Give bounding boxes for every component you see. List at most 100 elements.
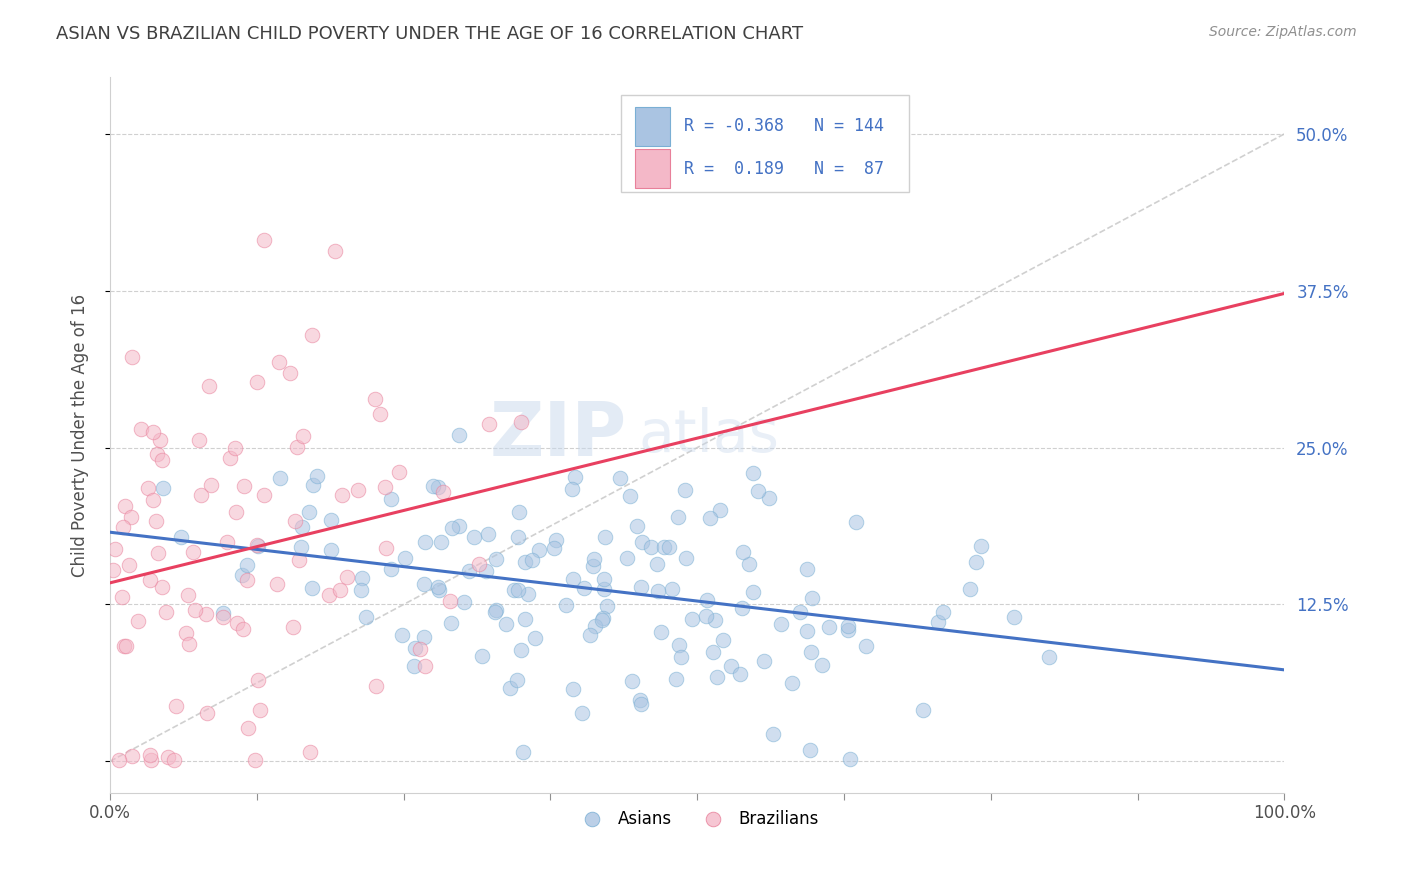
Asians [356,610,378,624]
Brazilians [112,639,135,653]
Brazilians [284,514,307,528]
Asians [969,539,991,553]
Brazilians [374,479,396,493]
Brazilians [146,447,169,461]
Asians [427,480,450,494]
Asians [731,545,754,559]
Asians [471,648,494,663]
Asians [661,582,683,596]
Brazilians [374,541,396,555]
Asians [506,582,529,597]
Brazilians [177,588,200,602]
Asians [837,619,859,633]
Asians [495,616,517,631]
Asians [422,479,444,493]
Asians [699,511,721,525]
Brazilians [253,488,276,502]
Brazilians [152,580,174,594]
Brazilians [224,441,246,455]
Asians [350,571,373,585]
Asians [595,599,617,613]
Asians [675,550,697,565]
Asians [658,540,681,554]
Brazilians [330,488,353,502]
Text: R = -0.368   N = 144: R = -0.368 N = 144 [685,117,884,136]
Asians [592,610,614,624]
Brazilians [200,477,222,491]
Asians [291,520,314,534]
Asians [720,659,742,673]
Asians [593,572,616,586]
Brazilians [278,366,301,380]
Asians [811,657,834,672]
Brazilians [368,408,391,422]
Asians [449,519,471,533]
Asians [647,557,669,571]
Brazilians [288,553,311,567]
Asians [447,428,470,442]
Brazilians [174,626,197,640]
Asians [582,551,605,566]
Asians [427,583,450,598]
Asians [522,552,544,566]
Asians [845,515,868,529]
Brazilians [114,499,136,513]
Asians [485,602,508,616]
Asians [640,540,662,554]
Brazilians [127,614,149,628]
Asians [616,551,638,566]
Brazilians [432,485,454,500]
Asians [413,630,436,644]
Brazilians [510,415,533,429]
Asians [1038,650,1060,665]
Brazilians [388,465,411,479]
Asians [212,606,235,620]
Asians [506,530,529,544]
Asians [741,466,763,480]
Asians [626,519,648,533]
Brazilians [150,453,173,467]
Brazilians [301,328,323,343]
Asians [591,613,613,627]
Asians [152,481,174,495]
Asians [391,628,413,642]
Asians [247,539,270,553]
Brazilians [236,573,259,587]
Asians [800,591,823,605]
Asians [440,521,463,535]
Brazilians [129,422,152,436]
Brazilians [198,379,221,393]
Asians [965,555,987,569]
Asians [475,565,498,579]
Asians [484,605,506,619]
Asians [394,551,416,566]
Brazilians [184,603,207,617]
Asians [298,505,321,519]
Asians [799,742,821,756]
Asians [510,643,533,657]
Asians [380,491,402,506]
Brazilians [165,699,187,714]
Brazilians [115,639,138,653]
Asians [506,673,529,687]
Asians [302,477,325,491]
Asians [321,542,343,557]
Brazilians [236,721,259,735]
Brazilians [269,355,291,369]
Brazilians [246,538,269,552]
Text: Source: ZipAtlas.com: Source: ZipAtlas.com [1209,25,1357,39]
Asians [702,645,724,659]
Brazilians [249,703,271,717]
Asians [838,752,860,766]
Brazilians [253,233,276,247]
Brazilians [225,615,247,630]
Asians [524,631,547,645]
Asians [927,615,949,629]
Brazilians [118,558,141,573]
Asians [652,540,675,554]
Asians [738,557,761,571]
Brazilians [145,514,167,528]
Asians [817,620,839,634]
Brazilians [225,505,247,519]
Asians [609,471,631,485]
